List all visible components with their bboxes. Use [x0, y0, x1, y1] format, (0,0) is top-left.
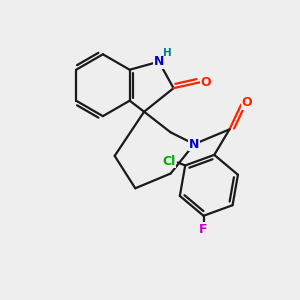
- Text: H: H: [163, 48, 172, 58]
- Text: Cl: Cl: [162, 154, 176, 167]
- Text: O: O: [201, 76, 211, 89]
- Text: N: N: [154, 55, 164, 68]
- Text: N: N: [189, 138, 200, 151]
- Text: F: F: [199, 223, 208, 236]
- Text: O: O: [242, 96, 253, 110]
